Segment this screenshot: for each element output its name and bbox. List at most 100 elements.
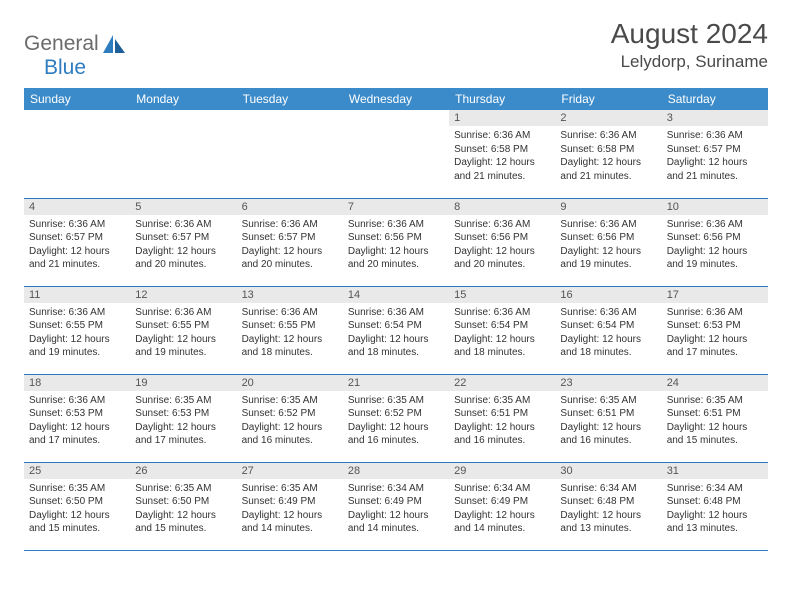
calendar-table: SundayMondayTuesdayWednesdayThursdayFrid… xyxy=(24,88,768,551)
day-details: Sunrise: 6:36 AMSunset: 6:57 PMDaylight:… xyxy=(662,126,768,187)
calendar-day-cell: 19Sunrise: 6:35 AMSunset: 6:53 PMDayligh… xyxy=(130,374,236,462)
day-number: 29 xyxy=(449,463,555,479)
day-details: Sunrise: 6:36 AMSunset: 6:55 PMDaylight:… xyxy=(237,303,343,364)
calendar-day-cell: 20Sunrise: 6:35 AMSunset: 6:52 PMDayligh… xyxy=(237,374,343,462)
calendar-day-cell: 31Sunrise: 6:34 AMSunset: 6:48 PMDayligh… xyxy=(662,462,768,550)
calendar-day-cell: 7Sunrise: 6:36 AMSunset: 6:56 PMDaylight… xyxy=(343,198,449,286)
day-number: 24 xyxy=(662,375,768,391)
day-details: Sunrise: 6:36 AMSunset: 6:53 PMDaylight:… xyxy=(662,303,768,364)
day-number: 18 xyxy=(24,375,130,391)
day-number: 3 xyxy=(662,110,768,126)
calendar-day-cell: 4Sunrise: 6:36 AMSunset: 6:57 PMDaylight… xyxy=(24,198,130,286)
day-details: Sunrise: 6:35 AMSunset: 6:52 PMDaylight:… xyxy=(237,391,343,452)
calendar-empty-cell xyxy=(343,110,449,198)
day-details: Sunrise: 6:36 AMSunset: 6:56 PMDaylight:… xyxy=(343,215,449,276)
day-number: 9 xyxy=(555,199,661,215)
day-number: 25 xyxy=(24,463,130,479)
calendar-week-row: 25Sunrise: 6:35 AMSunset: 6:50 PMDayligh… xyxy=(24,462,768,550)
calendar-day-cell: 10Sunrise: 6:36 AMSunset: 6:56 PMDayligh… xyxy=(662,198,768,286)
calendar-day-cell: 2Sunrise: 6:36 AMSunset: 6:58 PMDaylight… xyxy=(555,110,661,198)
calendar-week-row: 11Sunrise: 6:36 AMSunset: 6:55 PMDayligh… xyxy=(24,286,768,374)
day-details: Sunrise: 6:35 AMSunset: 6:49 PMDaylight:… xyxy=(237,479,343,540)
calendar-day-cell: 26Sunrise: 6:35 AMSunset: 6:50 PMDayligh… xyxy=(130,462,236,550)
calendar-day-cell: 16Sunrise: 6:36 AMSunset: 6:54 PMDayligh… xyxy=(555,286,661,374)
day-details: Sunrise: 6:34 AMSunset: 6:49 PMDaylight:… xyxy=(343,479,449,540)
day-number: 8 xyxy=(449,199,555,215)
calendar-day-cell: 8Sunrise: 6:36 AMSunset: 6:56 PMDaylight… xyxy=(449,198,555,286)
calendar-day-cell: 13Sunrise: 6:36 AMSunset: 6:55 PMDayligh… xyxy=(237,286,343,374)
calendar-page: General August 2024 Lelydorp, Suriname B… xyxy=(0,0,792,561)
day-number: 21 xyxy=(343,375,449,391)
day-details: Sunrise: 6:34 AMSunset: 6:48 PMDaylight:… xyxy=(555,479,661,540)
day-details: Sunrise: 6:35 AMSunset: 6:53 PMDaylight:… xyxy=(130,391,236,452)
day-details: Sunrise: 6:35 AMSunset: 6:52 PMDaylight:… xyxy=(343,391,449,452)
day-details: Sunrise: 6:36 AMSunset: 6:56 PMDaylight:… xyxy=(555,215,661,276)
day-details: Sunrise: 6:36 AMSunset: 6:55 PMDaylight:… xyxy=(130,303,236,364)
calendar-empty-cell xyxy=(130,110,236,198)
brand-text-general: General xyxy=(24,32,99,56)
day-number: 4 xyxy=(24,199,130,215)
day-number: 22 xyxy=(449,375,555,391)
title-block: August 2024 Lelydorp, Suriname xyxy=(611,18,768,72)
day-details: Sunrise: 6:36 AMSunset: 6:56 PMDaylight:… xyxy=(662,215,768,276)
calendar-day-cell: 1Sunrise: 6:36 AMSunset: 6:58 PMDaylight… xyxy=(449,110,555,198)
calendar-day-cell: 29Sunrise: 6:34 AMSunset: 6:49 PMDayligh… xyxy=(449,462,555,550)
day-details: Sunrise: 6:36 AMSunset: 6:56 PMDaylight:… xyxy=(449,215,555,276)
calendar-week-row: 4Sunrise: 6:36 AMSunset: 6:57 PMDaylight… xyxy=(24,198,768,286)
day-details: Sunrise: 6:36 AMSunset: 6:54 PMDaylight:… xyxy=(449,303,555,364)
calendar-day-cell: 21Sunrise: 6:35 AMSunset: 6:52 PMDayligh… xyxy=(343,374,449,462)
calendar-week-row: 18Sunrise: 6:36 AMSunset: 6:53 PMDayligh… xyxy=(24,374,768,462)
calendar-day-cell: 11Sunrise: 6:36 AMSunset: 6:55 PMDayligh… xyxy=(24,286,130,374)
day-number: 5 xyxy=(130,199,236,215)
day-number: 30 xyxy=(555,463,661,479)
calendar-day-cell: 14Sunrise: 6:36 AMSunset: 6:54 PMDayligh… xyxy=(343,286,449,374)
calendar-empty-cell xyxy=(24,110,130,198)
day-details: Sunrise: 6:35 AMSunset: 6:51 PMDaylight:… xyxy=(662,391,768,452)
calendar-day-cell: 6Sunrise: 6:36 AMSunset: 6:57 PMDaylight… xyxy=(237,198,343,286)
weekday-header: Monday xyxy=(130,88,236,110)
day-number: 19 xyxy=(130,375,236,391)
day-details: Sunrise: 6:34 AMSunset: 6:49 PMDaylight:… xyxy=(449,479,555,540)
brand-logo: General xyxy=(24,18,129,56)
day-number: 26 xyxy=(130,463,236,479)
weekday-header: Friday xyxy=(555,88,661,110)
calendar-day-cell: 28Sunrise: 6:34 AMSunset: 6:49 PMDayligh… xyxy=(343,462,449,550)
day-number: 16 xyxy=(555,287,661,303)
brand-text-blue: Blue xyxy=(44,56,86,79)
calendar-day-cell: 27Sunrise: 6:35 AMSunset: 6:49 PMDayligh… xyxy=(237,462,343,550)
day-number: 12 xyxy=(130,287,236,303)
day-number: 14 xyxy=(343,287,449,303)
day-number: 20 xyxy=(237,375,343,391)
calendar-day-cell: 5Sunrise: 6:36 AMSunset: 6:57 PMDaylight… xyxy=(130,198,236,286)
calendar-day-cell: 15Sunrise: 6:36 AMSunset: 6:54 PMDayligh… xyxy=(449,286,555,374)
weekday-header: Tuesday xyxy=(237,88,343,110)
calendar-day-cell: 17Sunrise: 6:36 AMSunset: 6:53 PMDayligh… xyxy=(662,286,768,374)
calendar-day-cell: 3Sunrise: 6:36 AMSunset: 6:57 PMDaylight… xyxy=(662,110,768,198)
day-number: 10 xyxy=(662,199,768,215)
day-details: Sunrise: 6:36 AMSunset: 6:57 PMDaylight:… xyxy=(237,215,343,276)
month-title: August 2024 xyxy=(611,18,768,50)
day-details: Sunrise: 6:36 AMSunset: 6:57 PMDaylight:… xyxy=(130,215,236,276)
day-details: Sunrise: 6:35 AMSunset: 6:51 PMDaylight:… xyxy=(449,391,555,452)
day-details: Sunrise: 6:36 AMSunset: 6:57 PMDaylight:… xyxy=(24,215,130,276)
calendar-day-cell: 9Sunrise: 6:36 AMSunset: 6:56 PMDaylight… xyxy=(555,198,661,286)
day-number: 27 xyxy=(237,463,343,479)
day-details: Sunrise: 6:35 AMSunset: 6:50 PMDaylight:… xyxy=(24,479,130,540)
calendar-day-cell: 23Sunrise: 6:35 AMSunset: 6:51 PMDayligh… xyxy=(555,374,661,462)
calendar-day-cell: 18Sunrise: 6:36 AMSunset: 6:53 PMDayligh… xyxy=(24,374,130,462)
day-number: 31 xyxy=(662,463,768,479)
calendar-header-row: SundayMondayTuesdayWednesdayThursdayFrid… xyxy=(24,88,768,110)
calendar-empty-cell xyxy=(237,110,343,198)
day-number: 17 xyxy=(662,287,768,303)
calendar-body: 1Sunrise: 6:36 AMSunset: 6:58 PMDaylight… xyxy=(24,110,768,550)
day-details: Sunrise: 6:36 AMSunset: 6:55 PMDaylight:… xyxy=(24,303,130,364)
day-number: 23 xyxy=(555,375,661,391)
calendar-week-row: 1Sunrise: 6:36 AMSunset: 6:58 PMDaylight… xyxy=(24,110,768,198)
weekday-header: Saturday xyxy=(662,88,768,110)
calendar-day-cell: 25Sunrise: 6:35 AMSunset: 6:50 PMDayligh… xyxy=(24,462,130,550)
day-details: Sunrise: 6:36 AMSunset: 6:58 PMDaylight:… xyxy=(555,126,661,187)
weekday-header: Thursday xyxy=(449,88,555,110)
day-details: Sunrise: 6:36 AMSunset: 6:53 PMDaylight:… xyxy=(24,391,130,452)
day-details: Sunrise: 6:36 AMSunset: 6:58 PMDaylight:… xyxy=(449,126,555,187)
sail-icon xyxy=(101,33,127,55)
